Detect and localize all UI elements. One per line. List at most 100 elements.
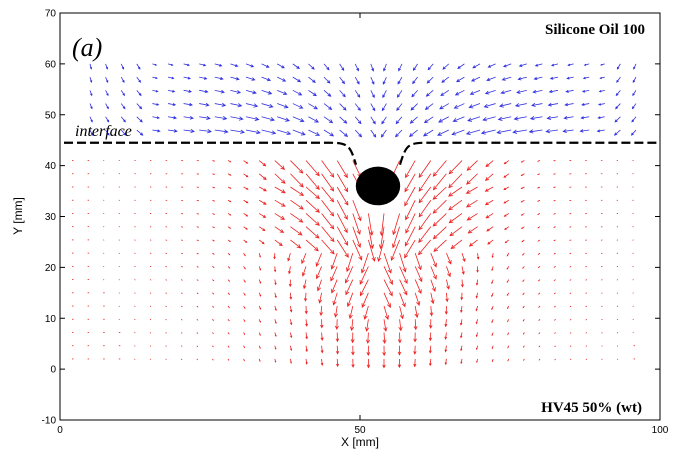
vector-arrow — [212, 345, 214, 348]
vector-arrow — [136, 76, 142, 83]
vector-arrow — [523, 358, 525, 362]
vector-arrow — [381, 116, 387, 125]
vector-arrow — [212, 358, 214, 361]
vector-arrow — [408, 129, 418, 137]
vector-arrow — [528, 129, 543, 134]
vector-arrow — [548, 89, 559, 94]
vector-arrow — [422, 129, 434, 137]
vector-arrow — [212, 318, 214, 321]
vector-arrow — [308, 129, 321, 136]
vector-arrow — [398, 63, 403, 72]
vector-arrow — [433, 239, 447, 253]
vector-arrow — [503, 186, 509, 191]
vector-arrow — [512, 129, 527, 134]
vector-arrow — [230, 89, 242, 94]
vector-arrow — [333, 305, 339, 318]
vector-arrow — [258, 239, 265, 245]
vector-arrow — [507, 319, 510, 323]
vector-arrow — [245, 63, 255, 68]
vector-arrow — [487, 63, 496, 68]
vector-arrow — [538, 345, 541, 348]
vector-arrow — [549, 76, 559, 80]
vector-arrow — [359, 266, 369, 285]
vector-arrow — [89, 116, 93, 123]
vector-arrow — [457, 63, 465, 69]
vector-arrow — [243, 319, 246, 323]
vector-arrow — [461, 266, 465, 275]
vector-arrow — [553, 252, 556, 255]
vector-arrow — [368, 213, 374, 237]
vector-arrow — [468, 239, 478, 247]
vector-arrow — [452, 116, 465, 123]
vector-arrow — [380, 129, 387, 138]
vector-arrow — [476, 358, 478, 364]
vector-arrow — [399, 279, 408, 296]
vector-arrow — [466, 160, 478, 171]
vector-arrow — [475, 292, 478, 299]
vector-arrow — [305, 186, 320, 200]
vector-arrow — [562, 129, 574, 133]
vector-arrow — [399, 253, 407, 273]
vector-arrow — [461, 253, 466, 263]
vector-arrow — [212, 199, 216, 202]
vector-arrow — [227, 332, 230, 335]
vector-arrow — [199, 102, 210, 107]
vector-arrow — [516, 89, 527, 94]
x-tick-label: 100 — [652, 425, 669, 436]
vector-arrow — [537, 199, 541, 202]
vector-arrow — [323, 129, 335, 137]
vector-arrow — [196, 186, 200, 188]
vector-arrow — [532, 89, 543, 94]
vector-arrow — [502, 63, 512, 68]
vector-arrow — [370, 103, 376, 112]
vector-arrow — [305, 199, 320, 213]
vector-arrow — [292, 116, 305, 123]
vector-arrow — [432, 160, 447, 177]
vector-arrow — [413, 345, 417, 355]
vector-arrow — [305, 319, 308, 327]
vector-arrow — [258, 173, 267, 181]
vector-arrow — [482, 116, 496, 122]
vector-arrow — [321, 226, 335, 243]
vector-arrow — [335, 345, 340, 355]
vector-arrow — [301, 252, 307, 265]
vector-arrow — [537, 252, 541, 255]
vector-arrow — [378, 226, 385, 250]
vector-arrow — [470, 76, 481, 82]
vector-arrow — [345, 279, 354, 296]
vector-arrow — [507, 332, 510, 336]
vector-arrow — [597, 103, 605, 106]
vector-arrow — [538, 332, 541, 335]
vector-arrow — [183, 89, 192, 93]
vector-arrow — [448, 186, 463, 197]
vector-arrow — [537, 186, 541, 189]
vector-arrow — [522, 252, 525, 256]
vector-arrow — [487, 239, 494, 245]
vector-arrow — [438, 116, 449, 123]
vector-arrow — [274, 358, 277, 363]
vector-arrow — [383, 252, 392, 274]
vector-arrow — [214, 129, 229, 134]
vector-arrow — [212, 239, 215, 242]
vector-arrow — [514, 103, 527, 108]
vector-arrow — [520, 186, 525, 189]
vector-arrow — [381, 103, 387, 112]
vector-arrow — [292, 103, 304, 109]
vector-arrow — [491, 266, 494, 272]
vector-arrow — [414, 253, 422, 271]
vector-arrow — [243, 239, 248, 243]
vector-arrow — [243, 186, 249, 190]
vector-arrow — [503, 213, 510, 217]
vector-arrow — [354, 76, 360, 85]
vector-arrow — [520, 199, 525, 203]
vector-arrow — [497, 116, 512, 121]
vector-arrow — [302, 279, 307, 290]
vector-arrow — [382, 76, 387, 85]
vector-arrow — [320, 358, 324, 367]
vector-arrow — [565, 89, 574, 93]
vector-arrow — [349, 319, 355, 332]
vector-arrow — [430, 266, 437, 280]
vector-arrow — [413, 319, 418, 331]
vector-arrow — [196, 358, 198, 361]
vector-arrow — [305, 332, 308, 340]
